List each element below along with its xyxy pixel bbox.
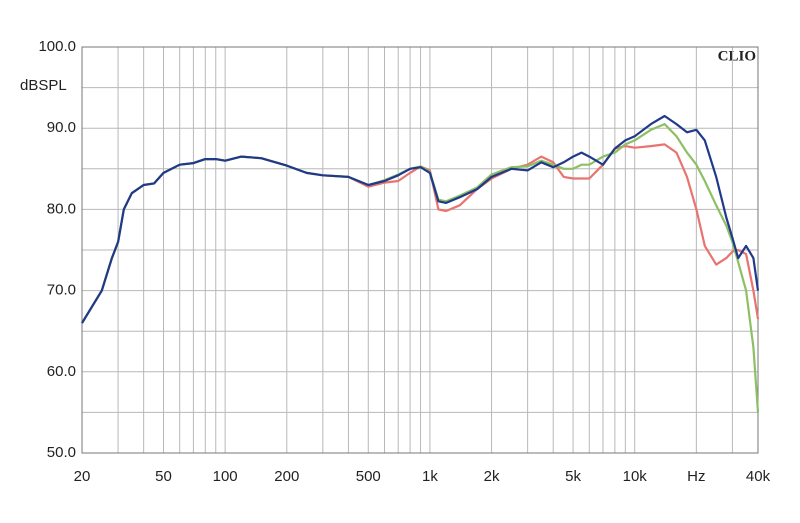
x-tick-label: 100 <box>213 468 238 485</box>
x-tick-label: 10k <box>623 468 648 485</box>
series-line <box>81 143 760 324</box>
y-tick-label: 50.0 <box>47 444 76 461</box>
y-tick-label: 80.0 <box>47 200 76 217</box>
x-tick-label: Hz <box>687 468 705 485</box>
x-tick-label: 40k <box>746 468 771 485</box>
y-tick-label: 70.0 <box>47 282 76 299</box>
x-tick-label: 50 <box>155 468 172 485</box>
y-tick-label: 100.0 <box>38 38 76 55</box>
y-tick-label: 90.0 <box>47 119 76 136</box>
plot-frame <box>81 46 759 454</box>
x-tick-label: 200 <box>274 468 299 485</box>
y-tick-label: 60.0 <box>47 363 76 380</box>
x-tick-label: 500 <box>356 468 381 485</box>
x-tick-label: 2k <box>484 468 500 485</box>
y-axis-label: dBSPL <box>20 77 67 94</box>
series-line <box>81 114 760 324</box>
x-tick-label: 1k <box>422 468 438 485</box>
x-tick-label: 20 <box>74 468 91 485</box>
x-tick-label: 5k <box>565 468 581 485</box>
brand: CLIO <box>718 48 756 64</box>
